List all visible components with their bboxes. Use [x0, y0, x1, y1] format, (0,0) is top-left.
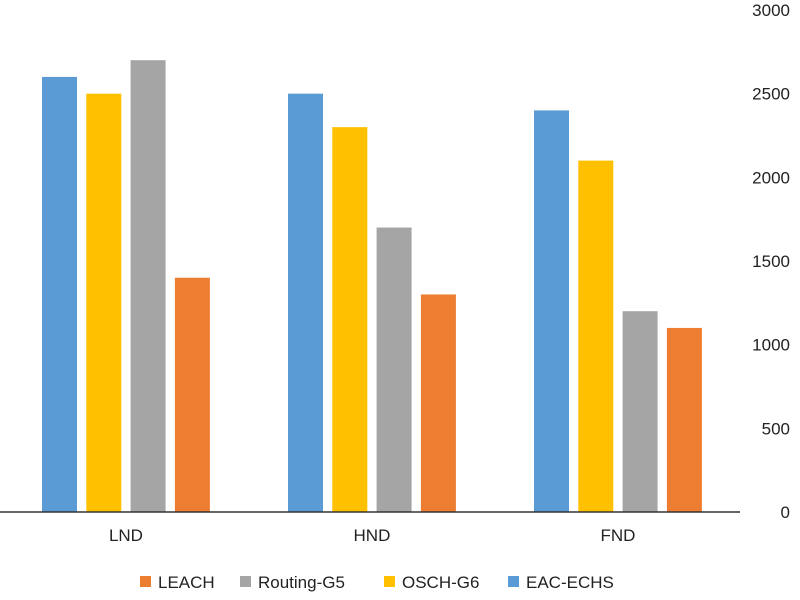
y-tick-label: 2000 [752, 168, 790, 187]
bar-osch-g6-lnd [86, 93, 122, 513]
bar-leach-hnd [420, 294, 456, 512]
legend-swatch [240, 576, 251, 587]
bar-routing-g5-hnd [376, 227, 412, 513]
legend-swatch [140, 576, 151, 587]
y-tick-label: 1500 [752, 252, 790, 271]
legend-label: LEACH [158, 573, 215, 592]
bar-eac-echs-lnd [42, 76, 77, 512]
bars [42, 60, 702, 513]
bar-routing-g5-fnd [622, 311, 658, 512]
legend-swatch [384, 576, 395, 587]
legend-label: OSCH-G6 [402, 573, 479, 592]
y-tick-label: 1000 [752, 336, 790, 355]
x-category-label: HND [354, 526, 391, 545]
legend-label: EAC-ECHS [526, 573, 614, 592]
x-category-label: LND [109, 526, 143, 545]
legend-swatch [508, 576, 519, 587]
bar-leach-fnd [666, 327, 702, 512]
legend-label: Routing-G5 [258, 573, 345, 592]
bar-osch-g6-hnd [332, 127, 368, 512]
y-tick-label: 2500 [752, 85, 790, 104]
x-category-label: FND [600, 526, 635, 545]
y-axis-ticks: 0 500 1000 1500 2000 2500 3000 [752, 1, 790, 522]
bar-osch-g6-fnd [578, 160, 614, 512]
bar-eac-echs-hnd [288, 93, 323, 513]
legend: LEACH Routing-G5 OSCH-G6 EAC-ECHS [140, 573, 614, 592]
x-axis-categories: LND HND FND [109, 526, 635, 545]
y-tick-label: 3000 [752, 1, 790, 20]
y-tick-label: 500 [762, 419, 790, 438]
y-tick-label: 0 [781, 503, 790, 522]
bar-eac-echs-fnd [534, 110, 569, 513]
bar-leach-lnd [174, 277, 210, 512]
bar-routing-g5-lnd [130, 60, 166, 512]
